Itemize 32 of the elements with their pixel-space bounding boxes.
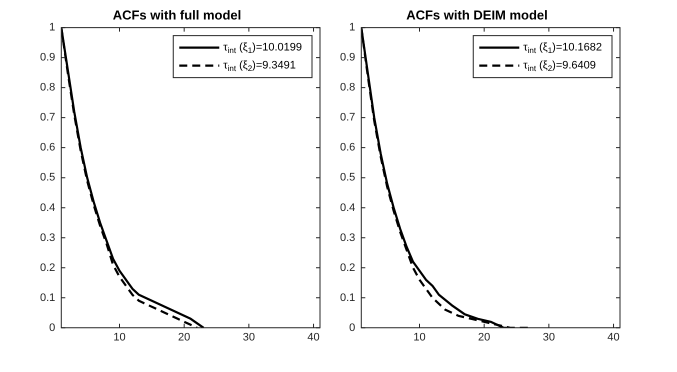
y-tick-label: 0.1 bbox=[340, 292, 356, 304]
chart-title: ACFs with DEIM model bbox=[406, 7, 548, 22]
y-tick-label: 0.7 bbox=[340, 112, 356, 124]
y-tick-label: 0.6 bbox=[40, 142, 56, 154]
y-tick-label: 0.4 bbox=[340, 202, 356, 214]
y-tick-label: 0.9 bbox=[40, 52, 56, 64]
x-tick-label: 10 bbox=[113, 331, 126, 344]
y-tick-label: 0.2 bbox=[340, 262, 356, 274]
y-tick-label: 0 bbox=[49, 322, 56, 334]
y-tick-label: 1 bbox=[49, 22, 56, 34]
y-tick-label: 1 bbox=[349, 22, 356, 34]
y-tick-label: 0.9 bbox=[340, 52, 356, 64]
y-tick-label: 0.8 bbox=[40, 82, 56, 94]
y-tick-label: 0.5 bbox=[40, 172, 56, 184]
x-tick-label: 30 bbox=[542, 331, 555, 344]
x-tick-label: 20 bbox=[178, 331, 190, 344]
x-tick-label: 40 bbox=[607, 331, 620, 344]
y-tick-label: 0.3 bbox=[40, 232, 56, 244]
y-tick-label: 0.1 bbox=[40, 292, 56, 304]
y-tick-label: 0.2 bbox=[40, 262, 56, 274]
y-tick-label: 0.6 bbox=[340, 142, 356, 154]
x-tick-label: 20 bbox=[478, 331, 490, 344]
x-tick-label: 40 bbox=[307, 331, 320, 344]
chart-title: ACFs with full model bbox=[112, 7, 242, 22]
x-tick-label: 10 bbox=[413, 331, 426, 344]
y-tick-label: 0.8 bbox=[340, 82, 356, 94]
y-tick-label: 0.7 bbox=[40, 112, 56, 124]
y-tick-label: 0.4 bbox=[40, 202, 56, 214]
y-tick-label: 0 bbox=[349, 322, 356, 334]
x-tick-label: 30 bbox=[242, 331, 255, 344]
y-tick-label: 0.3 bbox=[340, 232, 356, 244]
y-tick-label: 0.5 bbox=[340, 172, 356, 184]
